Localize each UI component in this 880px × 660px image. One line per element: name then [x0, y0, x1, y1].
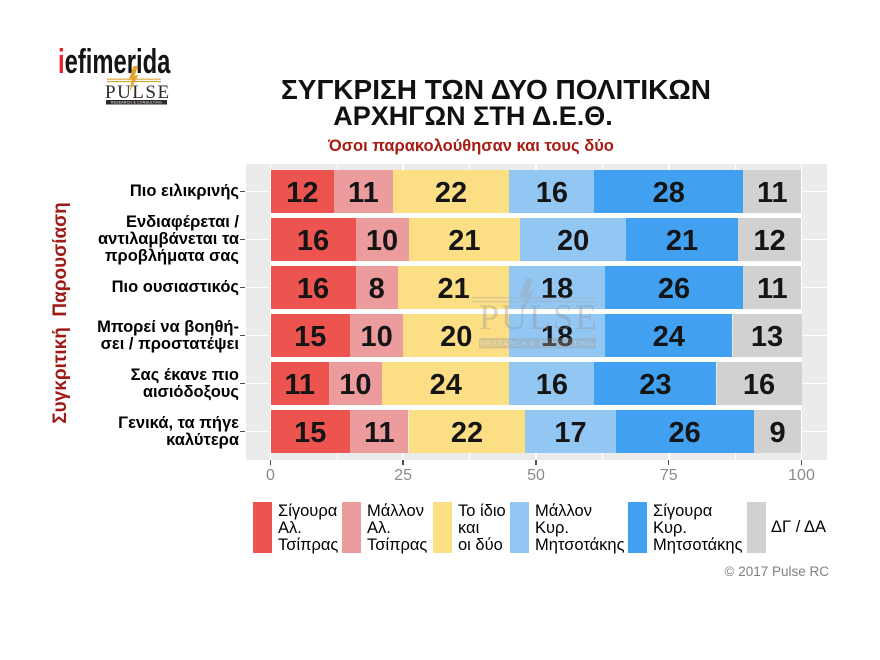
svg-text:RESEARCH & CONSULTING: RESEARCH & CONSULTING	[111, 101, 162, 105]
svg-text:RESEARCH & CONSULTING: RESEARCH & CONSULTING	[480, 339, 594, 348]
svg-text:PULSE: PULSE	[105, 82, 171, 103]
svg-text:iefimerida: iefimerida	[58, 43, 171, 81]
svg-text:PULSE: PULSE	[479, 297, 599, 337]
